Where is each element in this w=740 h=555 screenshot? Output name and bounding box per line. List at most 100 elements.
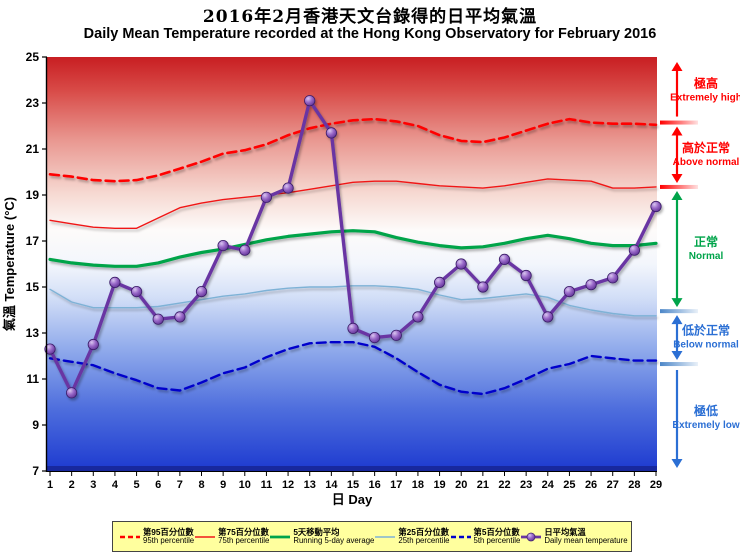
zone-boundary-bar [660, 362, 698, 367]
y-tick-label: 21 [26, 142, 40, 156]
chart-title-chinese: 2016年2月香港天文台錄得的日平均氣溫 [202, 7, 538, 27]
x-tick-label: 3 [90, 479, 96, 491]
x-tick-label: 22 [498, 479, 510, 491]
legend: 第95百分位數 95th percentile 第75百分位數 75th percen… [112, 521, 632, 552]
y-tick-label: 23 [26, 96, 40, 110]
series-5th-percentile [48, 341, 658, 396]
legend-sample-running-5-day-average [270, 535, 291, 538]
x-tick-label: 9 [220, 479, 226, 491]
data-point-day-25 [563, 285, 576, 298]
zone-label-zh-above-normal: 高於正常 [682, 140, 730, 155]
x-tick-label: 18 [412, 479, 424, 491]
x-tick-label: 25 [563, 479, 575, 491]
legend-item-95th-percentile: 第95百分位數 95th percentile [119, 526, 195, 546]
x-axis-title: 日 Day [332, 492, 373, 507]
x-tick-label: 2 [69, 479, 75, 491]
x-tick-label: 23 [520, 479, 532, 491]
legend-sample-daily-mean-temperature [521, 532, 542, 541]
x-tick-label: 5 [134, 479, 140, 491]
y-tick-label: 7 [32, 464, 39, 478]
legend-sample-5th-percentile [450, 535, 471, 538]
data-point-day-23 [520, 269, 532, 282]
zone-label-zh-normal: 正常 [694, 234, 718, 249]
data-point-day-3 [87, 338, 99, 351]
x-tick-label: 17 [390, 479, 402, 491]
data-point-day-12 [282, 182, 294, 194]
data-point-day-6 [152, 313, 164, 325]
legend-marker-icon [526, 532, 536, 541]
zone-label-zh-below-normal: 低於正常 [681, 323, 730, 338]
zone-label-en-normal: Normal [689, 251, 724, 262]
legend-label-en: Daily mean temperature [544, 535, 628, 545]
legend-item-running-5-day-average: 5天移動平均 Running 5-day average [269, 526, 374, 546]
data-point-day-17 [390, 329, 402, 341]
legend-label-zh: 第25百分位數 [398, 526, 450, 537]
x-tick-label: 28 [628, 479, 640, 491]
x-tick-label: 26 [585, 479, 597, 491]
series-daily-mean-temperature [44, 95, 662, 399]
x-tick-label: 16 [369, 479, 381, 491]
data-point-day-19 [433, 276, 446, 288]
x-tick-label: 11 [261, 479, 273, 491]
zone-boundary-bar [660, 309, 698, 314]
zone-extremely-low: 極低 Extremely low [671, 370, 740, 468]
series-running-5-day-average [48, 229, 658, 268]
data-point-day-4 [109, 276, 121, 288]
data-point-day-14 [325, 127, 337, 139]
zone-boundary-bar [660, 184, 698, 189]
data-point-day-29 [650, 200, 662, 213]
data-point-day-8 [195, 285, 208, 298]
y-tick-label: 15 [26, 280, 40, 294]
series-25th-percentile [49, 285, 657, 317]
y-tick-label: 13 [26, 326, 40, 340]
zone-normal: 正常 Normal [671, 190, 724, 308]
x-tick-label: 29 [650, 479, 662, 491]
y-axis-title: 氣溫 Temperature (°C) [2, 197, 17, 331]
legend-label-zh: 日平均氣溫 [544, 526, 586, 537]
y-tick-label: 19 [26, 188, 40, 202]
x-tick-label: 4 [112, 479, 119, 491]
data-point-day-11 [260, 191, 272, 203]
legend-label-zh: 第5百分位數 [473, 526, 520, 537]
legend-item-25th-percentile: 第25百分位數 25th percentile [374, 526, 450, 546]
x-tick-label: 12 [282, 479, 294, 491]
legend-sample-75th-percentile [195, 535, 216, 538]
x-tick-label: 8 [198, 479, 204, 491]
zone-label-en-above-normal: Above normal [673, 157, 740, 168]
legend-sample-25th-percentile [375, 535, 396, 538]
data-point-day-15 [347, 322, 359, 334]
y-tick-label: 17 [26, 234, 40, 248]
x-tick-label: 7 [177, 479, 183, 491]
data-point-day-22 [498, 253, 511, 265]
data-point-day-2 [66, 387, 78, 399]
x-tick-label: 27 [607, 479, 619, 491]
data-point-day-1 [44, 343, 56, 355]
y-tick-label: 25 [26, 50, 40, 64]
x-tick-label: 19 [433, 479, 445, 491]
x-tick-label: 10 [239, 479, 251, 491]
zone-label-zh-extremely-high: 極高 [694, 75, 718, 90]
x-tick-label: 21 [477, 479, 489, 491]
legend-label-en: 95th percentile [143, 535, 195, 545]
legend-item-75th-percentile: 第75百分位數 75th percentile [194, 527, 269, 546]
legend-label-zh: 第95百分位數 [143, 526, 194, 537]
zone-label-en-below-normal: Below normal [673, 340, 739, 351]
zone-label-en-extremely-low: Extremely low [672, 420, 739, 431]
data-point-day-18 [412, 311, 424, 323]
data-point-day-5 [131, 285, 143, 298]
x-tick-label: 6 [155, 479, 161, 491]
data-point-day-21 [477, 281, 489, 293]
zone-extremely-high: 極高 Extremely high [670, 62, 740, 117]
zone-label-en-extremely-high: Extremely high [670, 92, 740, 103]
legend-label-en: 5th percentile [473, 535, 521, 545]
x-tick-label: 15 [347, 479, 359, 491]
data-point-day-7 [174, 311, 186, 323]
zone-boundary-bar [660, 120, 698, 125]
data-point-day-26 [585, 279, 597, 291]
data-point-day-24 [542, 311, 554, 323]
zone-below-normal: 低於正常 Below normal [671, 315, 739, 361]
data-point-day-20 [455, 258, 467, 270]
x-tick-label: 13 [304, 479, 316, 491]
x-tick-label: 14 [325, 479, 338, 491]
legend-label-zh: 5天移動平均 [293, 526, 340, 537]
